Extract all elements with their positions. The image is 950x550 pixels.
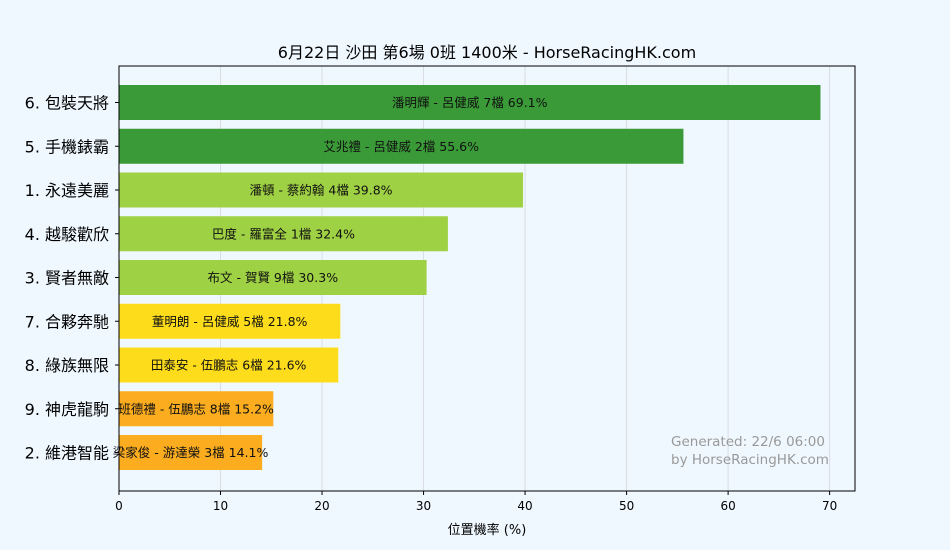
bar-label: 布文 - 賀賢 9檔 30.3%	[208, 270, 339, 285]
watermark-generated: Generated: 22/6 06:00	[671, 434, 825, 450]
y-tick-label: 3. 賢者無敵	[25, 269, 109, 288]
plot-frame	[118, 65, 856, 492]
x-tick-label: 0	[115, 499, 123, 513]
bar	[119, 303, 341, 339]
y-tick-label: 9. 神虎龍駒	[25, 400, 109, 419]
bars: 潘明輝 - 呂健威 7檔 69.1% 艾兆禮 - 呂健威 2檔 55.6% 潘頓 -…	[113, 85, 821, 470]
watermark: Generated: 22/6 06:00 by HorseRacingHK.c…	[671, 434, 829, 468]
x-tick-label: 10	[213, 499, 228, 513]
bar	[119, 260, 427, 295]
bar	[119, 172, 524, 208]
bar-label: 巴度 - 羅富全 1檔 32.4%	[212, 226, 355, 241]
x-tick-label: 40	[517, 499, 532, 513]
bar	[119, 216, 448, 252]
bar-label: 田泰安 - 伍鵬志 6檔 21.6%	[151, 358, 307, 373]
x-tick-label: 20	[314, 499, 329, 513]
y-tick-label: 1. 永遠美麗	[25, 181, 109, 200]
bar-label: 梁家俊 - 游達榮 3檔 14.1%	[113, 445, 269, 460]
x-tick-label: 30	[416, 499, 431, 513]
bar	[119, 128, 684, 164]
x-axis-label: 位置機率 (%)	[448, 522, 527, 538]
watermark-site: by HorseRacingHK.com	[671, 452, 829, 468]
y-tick-labels: 6. 包裝天將 5. 手機錶霸 1. 永遠美麗 4. 越駿歡欣 3. 賢者無敵 7. 合夥…	[25, 94, 119, 463]
y-tick-label: 8. 綠族無限	[25, 356, 109, 375]
bar	[119, 391, 274, 427]
bar-label: 潘頓 - 蔡約翰 4檔 39.8%	[249, 183, 392, 198]
y-tick-label: 2. 維港智能	[25, 444, 109, 463]
y-tick-label: 7. 合夥奔馳	[25, 312, 109, 331]
chart-title: 6月22日 沙田 第6場 0班 1400米 - HorseRacingHK.co…	[278, 43, 696, 62]
bar-label: 班德禮 - 伍鵬志 8檔 15.2%	[118, 401, 274, 416]
y-tick-label: 5. 手機錶霸	[25, 137, 109, 156]
x-tick-label: 70	[822, 499, 837, 513]
bar-label: 潘明輝 - 呂健威 7檔 69.1%	[392, 95, 548, 110]
bar	[119, 435, 263, 470]
bar	[119, 85, 821, 120]
y-tick-label: 4. 越駿歡欣	[25, 225, 109, 244]
x-tick-label: 50	[619, 499, 634, 513]
y-tick-label: 6. 包裝天將	[25, 94, 109, 113]
bar	[119, 347, 339, 383]
x-tick-label: 60	[720, 499, 735, 513]
bar-label: 艾兆禮 - 呂健威 2檔 55.6%	[323, 139, 479, 154]
bar-label: 董明朗 - 呂健威 5檔 21.8%	[152, 314, 308, 329]
x-tick-labels: 0 10 20 30 40 50 60 70	[115, 491, 837, 513]
